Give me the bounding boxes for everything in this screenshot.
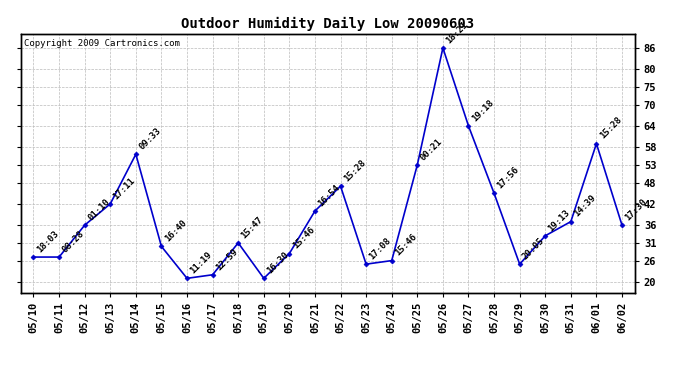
Text: 15:47: 15:47 [239, 215, 265, 240]
Text: 17:30: 17:30 [623, 197, 649, 222]
Text: 18:21: 18:21 [444, 20, 470, 45]
Text: 15:28: 15:28 [598, 116, 623, 141]
Text: 17:08: 17:08 [368, 236, 393, 261]
Text: 19:13: 19:13 [546, 208, 572, 233]
Text: 15:46: 15:46 [393, 232, 418, 258]
Text: 01:10: 01:10 [86, 197, 111, 222]
Text: 16:30: 16:30 [265, 250, 290, 276]
Text: 17:11: 17:11 [112, 176, 137, 201]
Text: 15:46: 15:46 [290, 225, 316, 251]
Text: 12:59: 12:59 [214, 247, 239, 272]
Text: 09:33: 09:33 [137, 126, 163, 152]
Text: 17:56: 17:56 [495, 165, 521, 190]
Text: 11:19: 11:19 [188, 250, 214, 276]
Text: 15:28: 15:28 [342, 158, 367, 183]
Text: 20:05: 20:05 [521, 236, 546, 261]
Text: 00:21: 00:21 [419, 137, 444, 162]
Text: 08:28: 08:28 [61, 229, 86, 254]
Title: Outdoor Humidity Daily Low 20090603: Outdoor Humidity Daily Low 20090603 [181, 17, 474, 31]
Text: Copyright 2009 Cartronics.com: Copyright 2009 Cartronics.com [23, 39, 179, 48]
Text: 14:39: 14:39 [572, 194, 598, 219]
Text: 16:40: 16:40 [163, 218, 188, 244]
Text: 19:18: 19:18 [470, 98, 495, 123]
Text: 18:03: 18:03 [35, 229, 60, 254]
Text: 16:54: 16:54 [316, 183, 342, 208]
